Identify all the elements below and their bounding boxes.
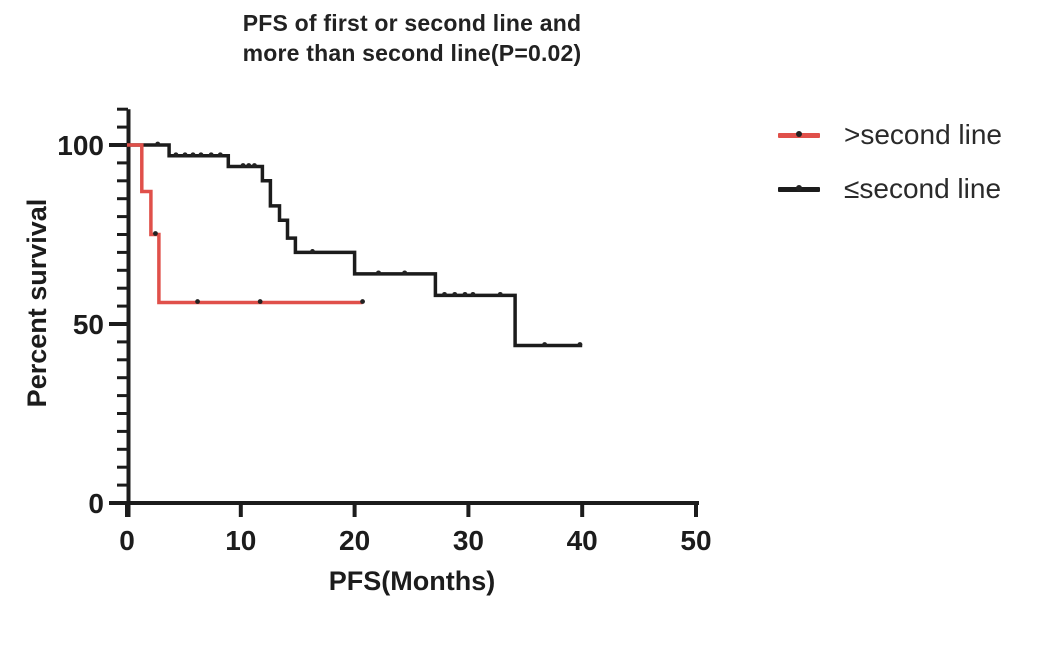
censor-mark: [190, 152, 196, 158]
censor-marker-icon: [796, 185, 802, 191]
censor-mark: [198, 152, 204, 158]
censor-mark: [442, 291, 447, 297]
legend-label-gt-second-line: >second line: [844, 119, 1003, 150]
censor-mark: [402, 270, 408, 276]
censor-mark: [376, 270, 381, 276]
censor-mark: [217, 152, 223, 158]
censor-mark: [195, 299, 200, 304]
censor-mark: [153, 231, 158, 236]
legend-line-swatch-red: [778, 131, 820, 138]
legend: >second line ≤second line: [778, 118, 1002, 226]
y-tick-label: 50: [73, 309, 104, 340]
censor-mark: [155, 141, 161, 147]
censor-mark: [246, 163, 252, 168]
chart-title-line2: more than second line(P=0.02): [242, 40, 582, 66]
legend-label-le-second-line: ≤second line: [844, 173, 1002, 204]
censor-mark: [252, 163, 257, 168]
x-tick-label: 50: [680, 525, 711, 556]
x-tick-label: 0: [119, 525, 135, 556]
y-tick-label: 100: [57, 130, 104, 161]
censor-mark: [240, 163, 246, 168]
censor-mark: [452, 291, 458, 297]
chart-title: PFS of first or second line and more tha…: [0, 8, 824, 68]
censor-mark: [577, 342, 583, 347]
chart-title-line1: PFS of first or second line and: [242, 10, 582, 36]
y-tick-label: 0: [88, 488, 104, 519]
x-tick-label: 20: [339, 525, 370, 556]
legend-line-swatch-black: [778, 185, 820, 192]
x-tick-label: 30: [453, 525, 484, 556]
legend-item-le-second-line: ≤second line: [778, 172, 1002, 206]
censor-mark: [360, 299, 365, 304]
censor-mark: [310, 249, 315, 254]
legend-item-gt-second-line: >second line: [778, 118, 1002, 152]
censor-mark: [542, 342, 548, 347]
x-tick-label: 40: [567, 525, 598, 556]
censor-mark: [470, 291, 476, 297]
censor-mark: [182, 152, 188, 158]
censor-mark: [257, 299, 263, 304]
survival-curve: [127, 143, 363, 305]
censor-mark: [173, 152, 179, 158]
survival-curve: [127, 143, 583, 348]
x-tick-label: 10: [225, 525, 256, 556]
censor-marker-icon: [796, 131, 802, 137]
censor-mark: [462, 291, 468, 297]
censor-mark: [208, 152, 214, 158]
censor-mark: [497, 291, 503, 297]
x-axis-title: PFS(Months): [328, 566, 496, 596]
